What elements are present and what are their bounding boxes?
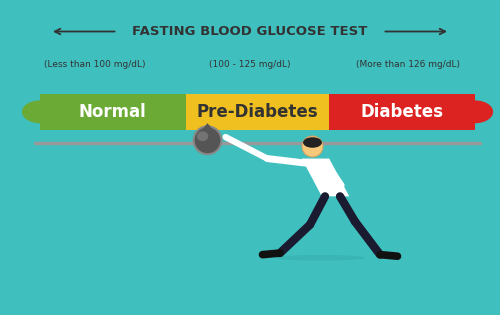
Bar bbox=[330, 94, 475, 130]
Polygon shape bbox=[302, 158, 349, 196]
Ellipse shape bbox=[303, 137, 322, 148]
Polygon shape bbox=[194, 126, 222, 154]
Wedge shape bbox=[475, 100, 493, 123]
Polygon shape bbox=[198, 123, 218, 135]
Bar bbox=[186, 94, 330, 130]
Ellipse shape bbox=[275, 255, 365, 261]
Text: Normal: Normal bbox=[79, 103, 146, 121]
Text: (More than 126 mg/dL): (More than 126 mg/dL) bbox=[356, 60, 460, 69]
Bar bbox=[40, 94, 186, 130]
Polygon shape bbox=[197, 131, 208, 141]
Text: (100 - 125 mg/dL): (100 - 125 mg/dL) bbox=[209, 60, 291, 69]
Text: (Less than 100 mg/dL): (Less than 100 mg/dL) bbox=[44, 60, 146, 69]
Wedge shape bbox=[22, 100, 40, 123]
Text: Diabetes: Diabetes bbox=[360, 103, 444, 121]
Ellipse shape bbox=[302, 136, 323, 157]
Text: FASTING BLOOD GLUCOSE TEST: FASTING BLOOD GLUCOSE TEST bbox=[132, 25, 368, 38]
Text: Pre-Diabetes: Pre-Diabetes bbox=[196, 103, 318, 121]
